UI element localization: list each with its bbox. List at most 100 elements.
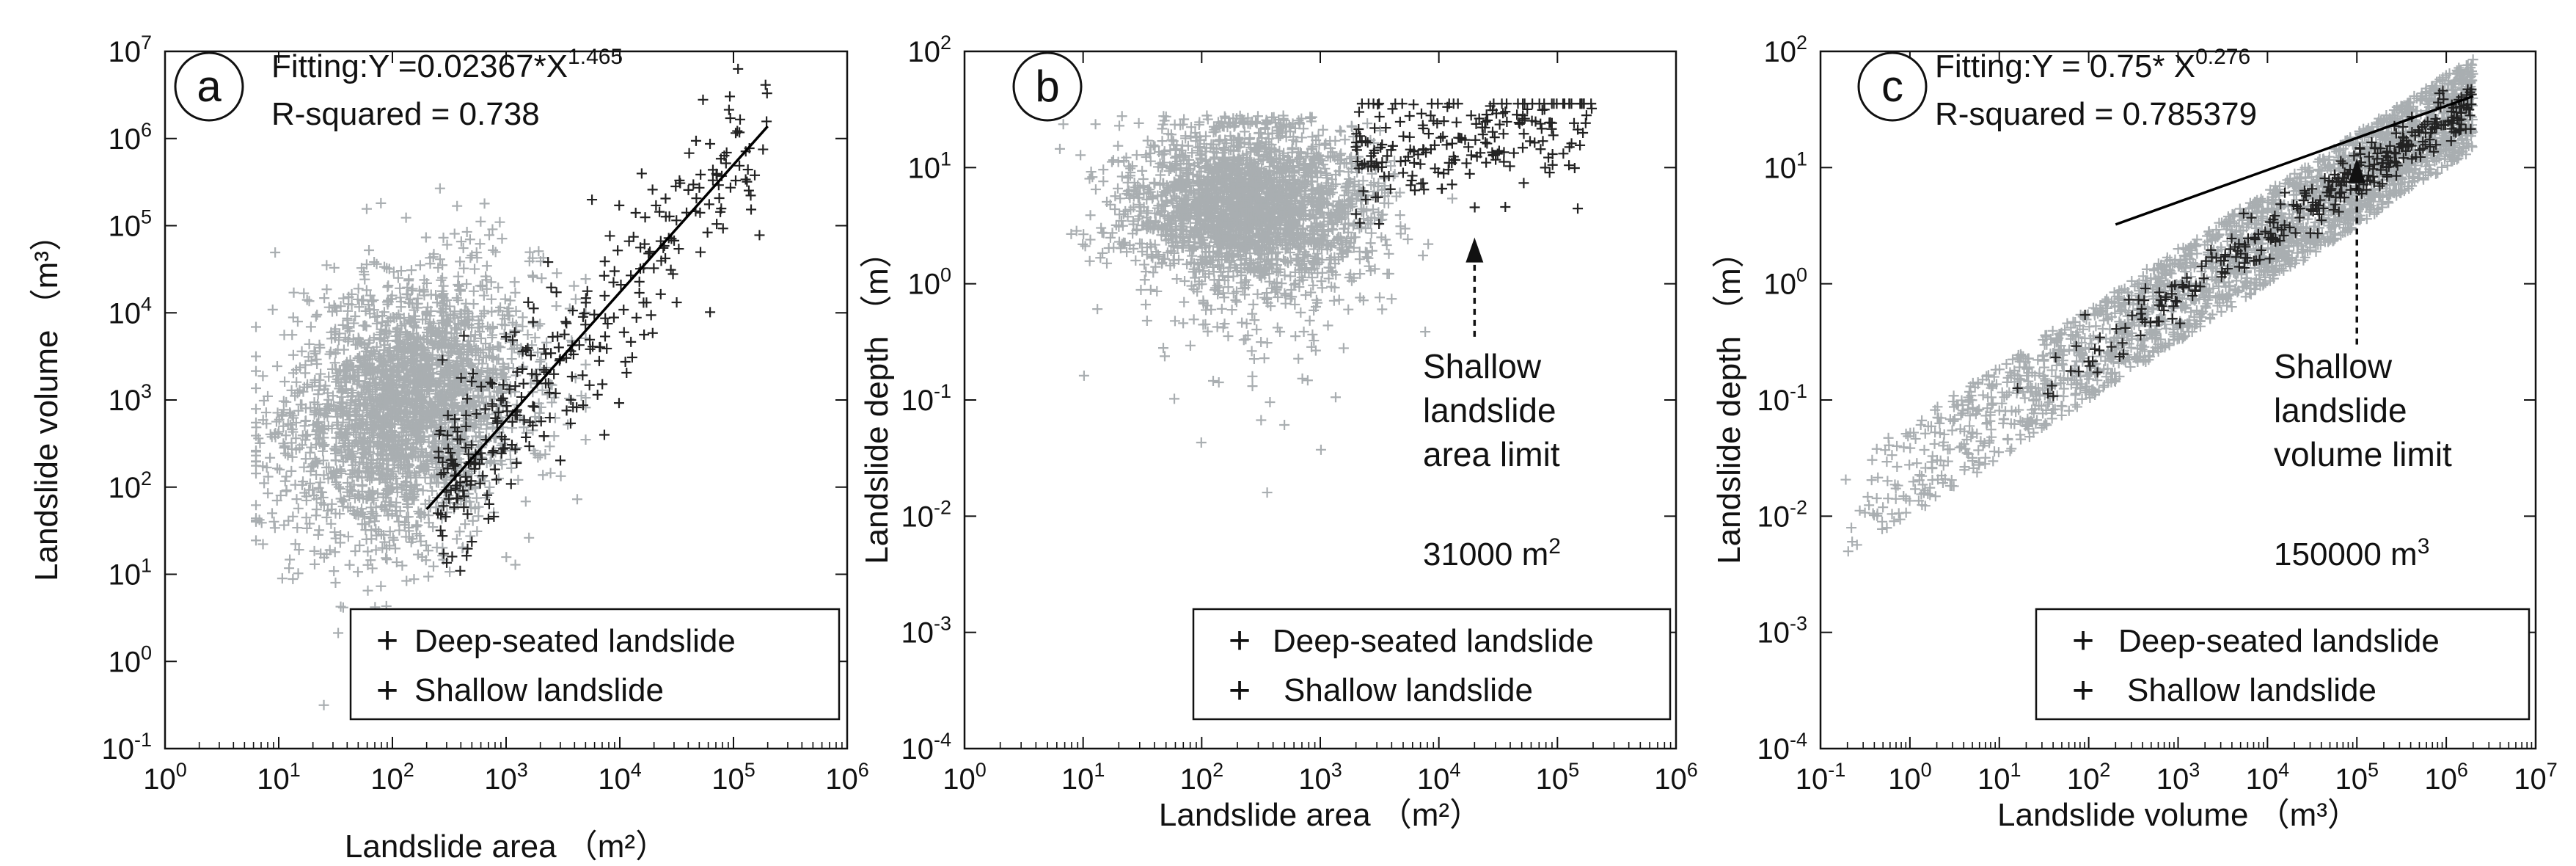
shallow-point <box>279 376 290 387</box>
shallow-point <box>1137 165 1148 176</box>
shallow-point <box>1251 324 1262 335</box>
shallow-point <box>314 525 325 536</box>
shallow-point <box>1103 242 1114 253</box>
shallow-point <box>376 581 387 592</box>
shallow-point <box>401 512 412 523</box>
shallow-point <box>310 374 321 385</box>
shallow-point <box>1102 258 1113 269</box>
shallow-point <box>329 566 340 577</box>
shallow-point <box>379 261 390 272</box>
shallow-point <box>369 516 380 527</box>
deep-point <box>655 288 666 299</box>
deep-point <box>612 245 623 256</box>
shallow-point <box>364 245 375 256</box>
shallow-point <box>301 523 312 534</box>
deep-point <box>608 312 619 323</box>
shallow-point <box>500 294 511 305</box>
shallow-point <box>377 317 388 328</box>
shallow-point <box>495 302 506 313</box>
shallow-point <box>269 523 280 534</box>
shallow-point <box>423 571 434 582</box>
shallow-point <box>407 283 418 294</box>
shallow-point <box>564 393 575 404</box>
shallow-point <box>266 508 277 519</box>
shallow-point <box>1367 204 1378 215</box>
shallow-point <box>545 467 556 479</box>
shallow-point <box>263 390 274 401</box>
shallow-point <box>458 243 469 254</box>
shallow-point <box>345 502 356 513</box>
shallow-point <box>488 244 499 255</box>
deep-point <box>683 184 694 195</box>
y-tick-label: 105 <box>108 206 152 243</box>
shallow-point <box>333 481 344 492</box>
shallow-point <box>486 332 497 343</box>
shallow-point <box>1362 118 1373 129</box>
shallow-point <box>510 287 521 298</box>
deep-point <box>618 327 629 338</box>
x-tick-label: 102 <box>370 759 414 796</box>
deep-point <box>609 266 620 277</box>
shallow-point <box>1333 294 1344 305</box>
shallow-point <box>321 260 332 271</box>
shallow-point <box>1077 239 1088 250</box>
shallow-point <box>329 357 340 368</box>
shallow-point <box>338 344 349 355</box>
shallow-point <box>343 531 354 542</box>
deep-point <box>599 256 610 267</box>
deep-point <box>647 184 658 195</box>
shallow-point <box>1171 274 1182 285</box>
shallow-point <box>324 349 335 360</box>
shallow-point <box>1247 371 1258 382</box>
shallow-point <box>513 474 524 485</box>
panel-a-legend-deep-label: Deep-seated landslide <box>414 623 736 659</box>
shallow-point <box>452 200 463 211</box>
shallow-point <box>1085 210 1096 221</box>
shallow-point <box>1110 204 1121 215</box>
shallow-point <box>251 365 261 376</box>
shallow-point <box>344 559 355 570</box>
shallow-point <box>444 567 455 578</box>
shallow-point <box>251 535 261 546</box>
shallow-point <box>1141 299 1152 310</box>
shallow-point <box>509 277 520 288</box>
shallow-point <box>293 503 304 514</box>
shallow-point <box>434 183 445 194</box>
deep-point <box>742 176 753 187</box>
shallow-point <box>1084 255 1095 266</box>
shallow-point <box>290 390 301 401</box>
shallow-point <box>270 247 281 258</box>
shallow-point <box>431 542 442 553</box>
shallow-point <box>1331 392 1342 403</box>
shallow-point <box>319 439 330 450</box>
shallow-point <box>461 278 472 289</box>
shallow-point <box>300 454 311 465</box>
shallow-point <box>465 360 476 371</box>
panel-a-y-label: Landslide volume （m³） <box>29 219 65 581</box>
shallow-point <box>329 443 340 454</box>
deep-point <box>559 329 570 340</box>
shallow-point <box>336 465 347 476</box>
deep-point <box>594 342 605 353</box>
shallow-point <box>538 470 549 481</box>
shallow-point <box>361 203 372 214</box>
shallow-point <box>326 518 337 529</box>
deep-point <box>703 199 714 210</box>
shallow-point <box>540 448 551 459</box>
shallow-point <box>1196 437 1207 448</box>
deep-point <box>639 330 650 341</box>
shallow-point <box>323 302 334 313</box>
deep-point <box>725 113 736 124</box>
shallow-point <box>378 307 389 318</box>
shallow-point <box>510 559 521 570</box>
deep-point <box>566 394 577 405</box>
shallow-point <box>1361 252 1372 263</box>
deep-point <box>732 125 743 137</box>
shallow-point <box>479 198 490 209</box>
shallow-point <box>468 285 479 296</box>
shallow-point <box>397 560 408 571</box>
shallow-point <box>555 470 566 481</box>
shallow-point <box>1131 150 1142 161</box>
shallow-point <box>433 262 444 273</box>
panel-a-legend-shallow-marker: + <box>376 669 398 712</box>
